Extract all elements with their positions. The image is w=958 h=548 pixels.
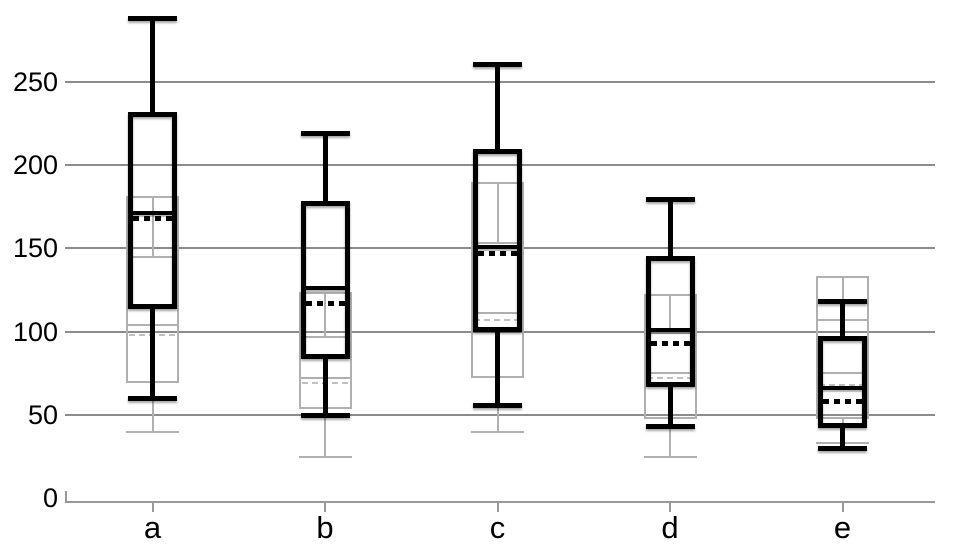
gray-series-q3-line-c (471, 242, 524, 245)
gray-series-frame-e (816, 275, 869, 420)
black-series-lower-whisker-b (322, 356, 328, 415)
black-series-median-line-e (823, 386, 862, 391)
black-series-box-a (128, 112, 177, 310)
gray-series-upper-whisker-d (669, 294, 671, 334)
x-tick-c (496, 503, 499, 512)
gray-series-upper-whisker-e (841, 276, 844, 320)
x-tick-a (151, 503, 154, 512)
black-series-box-c (473, 149, 522, 333)
black-series-mean-line-a (133, 215, 172, 221)
black-series-upper-whisker-a (150, 18, 155, 115)
black-series-median-line-b (305, 286, 345, 291)
y-tick-label-250: 250 (12, 66, 58, 97)
black-series-mean-line-b (305, 300, 345, 306)
gray-series-upper-whisker-a (151, 196, 154, 257)
black-series-box-d (645, 255, 695, 388)
y-tick-label-0: 0 (42, 483, 58, 514)
black-series-box-b (300, 200, 350, 360)
y-tick-label-50: 50 (27, 400, 58, 431)
black-series-upper-whisker-e (840, 301, 845, 339)
black-series-upper-whisker-d (667, 199, 673, 259)
y-gridline-250 (65, 80, 935, 83)
black-series-box-e (818, 335, 867, 428)
black-series-low-cap-e (818, 445, 867, 451)
black-series-lower-whisker-d (667, 385, 673, 427)
gray-series-upper-whisker-b (324, 293, 326, 337)
y-gridline-200 (65, 163, 935, 166)
black-series-mean-line-c (478, 250, 517, 256)
x-category-label-a: a (143, 510, 162, 545)
y-tick-label-150: 150 (12, 233, 58, 264)
gray-series-lower-whisker-b (324, 408, 326, 457)
y-tick-label-100: 100 (12, 316, 58, 347)
black-series-low-cap-c (473, 402, 522, 408)
gray-series-median-line-e (816, 372, 869, 375)
black-series-median-line-a (133, 211, 172, 216)
x-tick-d (669, 503, 671, 512)
gray-series-upper-whisker-c (496, 183, 499, 244)
black-series-mean-line-d (650, 340, 690, 346)
gray-series-q3-line-d (643, 332, 697, 335)
x-tick-e (841, 503, 844, 512)
black-series-low-cap-b (300, 412, 350, 418)
gray-series-lower-whisker-a (151, 381, 154, 432)
y-gridline-50 (65, 414, 935, 417)
gray-series-lower-whisker-d (669, 418, 671, 457)
gray-series-q3-line-b (298, 335, 352, 338)
black-series-median-line-d (650, 327, 690, 332)
gray-series-mean-line-e (819, 384, 866, 386)
gray-series-mean-line-d (646, 377, 694, 380)
black-series-upper-whisker-c (495, 64, 500, 152)
x-category-label-b: b (316, 510, 334, 545)
x-tick-b (324, 503, 326, 512)
x-category-label-d: d (661, 510, 679, 545)
black-series-mean-line-e (823, 399, 862, 405)
x-axis-end-tick (65, 491, 67, 501)
x-axis-line (65, 501, 935, 503)
y-tick-label-200: 200 (12, 149, 58, 180)
black-series-low-cap-d (645, 424, 695, 430)
black-series-upper-whisker-b (322, 133, 328, 204)
gray-series-low-cap-c (471, 430, 524, 433)
black-series-median-line-c (478, 244, 517, 249)
gray-series-median-line-d (643, 372, 697, 375)
gray-series-low-cap-a (126, 430, 179, 433)
black-series-lower-whisker-c (495, 329, 500, 405)
black-series-lower-whisker-e (840, 425, 845, 449)
gray-series-mean-line-c (474, 318, 521, 321)
black-series-low-cap-a (128, 395, 177, 401)
gray-series-low-cap-b (298, 455, 352, 458)
gray-series-low-cap-d (643, 455, 697, 458)
gray-series-median-line-c (471, 312, 524, 315)
x-category-label-e: e (833, 510, 852, 545)
gray-series-q3-line-a (126, 255, 179, 258)
black-series-lower-whisker-a (150, 306, 155, 399)
x-category-label-c: c (489, 510, 506, 545)
